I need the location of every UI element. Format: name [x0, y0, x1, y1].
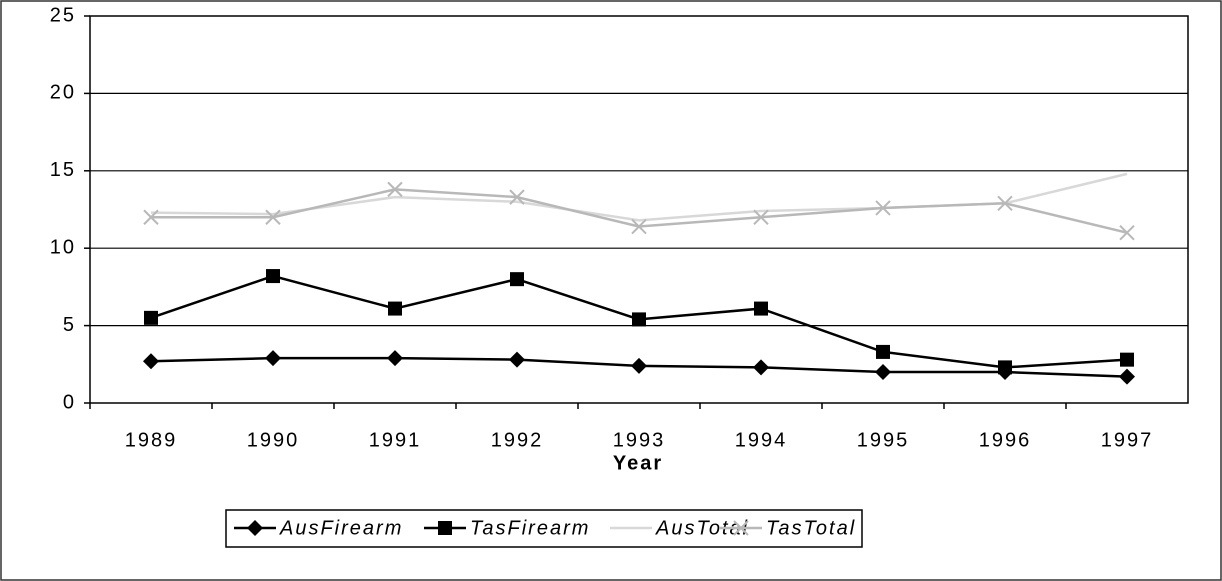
- marker-square: [1120, 352, 1134, 367]
- marker-diamond: [875, 364, 891, 381]
- marker-square: [998, 360, 1012, 375]
- marker-square: [754, 301, 768, 316]
- x-tick-label: 1994: [735, 429, 788, 451]
- legend-label: TasTotal: [766, 517, 856, 539]
- marker-square: [876, 344, 890, 359]
- marker-x: [265, 209, 281, 225]
- marker-diamond: [387, 350, 403, 367]
- marker-square: [632, 312, 646, 327]
- marker-diamond: [265, 350, 281, 367]
- legend-label: AusTotal: [655, 517, 749, 539]
- x-tick-label: 1995: [857, 429, 910, 451]
- y-tick-label: 10: [50, 236, 76, 258]
- y-tick-label: 20: [50, 82, 76, 104]
- marker-x: [753, 209, 769, 225]
- marker-diamond: [1119, 368, 1135, 385]
- y-tick-label: 15: [50, 159, 76, 181]
- marker-diamond: [247, 520, 263, 536]
- legend-label: AusFirearm: [279, 517, 403, 539]
- marker-x: [387, 181, 403, 198]
- marker-x: [509, 189, 525, 205]
- marker-x: [875, 200, 891, 216]
- marker-x: [631, 218, 647, 235]
- x-axis-label: Year: [613, 452, 663, 474]
- marker-x: [997, 195, 1013, 212]
- marker-square: [388, 301, 402, 316]
- plot-area: [89, 15, 1189, 404]
- x-tick-label: 1991: [369, 429, 422, 451]
- x-tick-label: 1990: [247, 429, 300, 451]
- marker-x: [733, 520, 749, 536]
- legend-label: TasFirearm: [470, 517, 590, 539]
- marker-diamond: [143, 353, 159, 370]
- marker-square: [144, 310, 158, 325]
- marker-x: [143, 209, 159, 225]
- marker-x: [1119, 225, 1135, 241]
- marker-diamond: [753, 359, 769, 376]
- marker-square: [266, 269, 280, 284]
- marker-square: [510, 272, 524, 287]
- x-tick-label: 1992: [491, 429, 544, 451]
- marker-square: [438, 521, 452, 535]
- marker-diamond: [631, 357, 647, 374]
- marker-diamond: [509, 351, 525, 368]
- x-tick-label: 1989: [125, 429, 178, 451]
- y-tick-label: 0: [63, 391, 76, 413]
- x-tick-label: 1997: [1101, 429, 1154, 451]
- y-tick-label: 25: [50, 4, 76, 26]
- x-tick-label: 1993: [613, 429, 666, 451]
- y-tick-label: 5: [63, 314, 76, 336]
- x-tick-label: 1996: [979, 429, 1032, 451]
